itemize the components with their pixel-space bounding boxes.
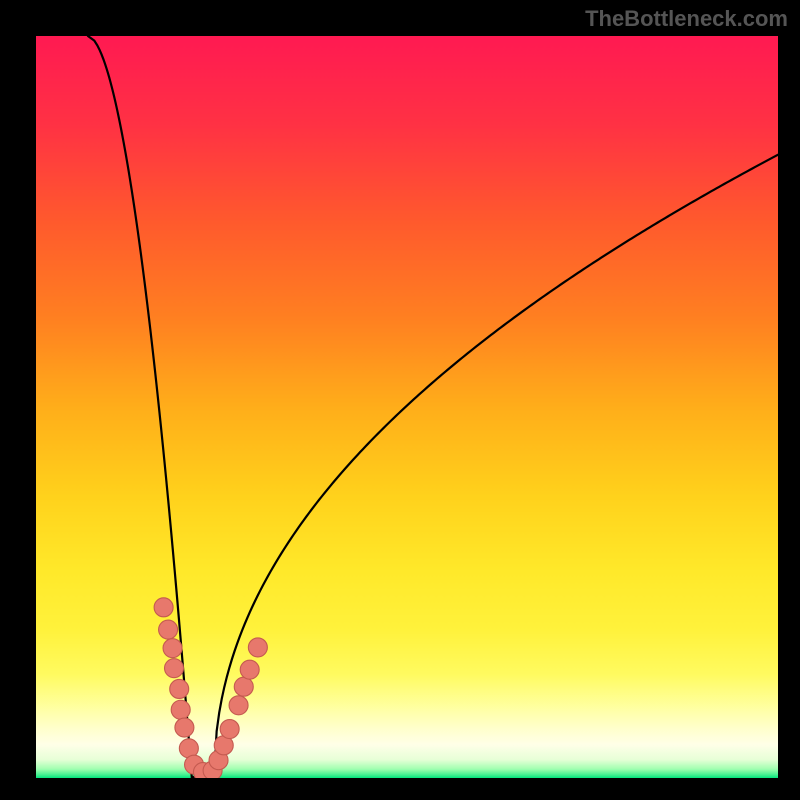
data-marker xyxy=(170,679,189,698)
data-marker xyxy=(220,720,239,739)
data-marker xyxy=(165,659,184,678)
data-marker xyxy=(171,700,190,719)
data-marker xyxy=(229,696,248,715)
data-marker xyxy=(240,660,259,679)
data-marker xyxy=(234,677,253,696)
data-marker xyxy=(154,598,173,617)
data-marker xyxy=(163,639,182,658)
bottleneck-curve xyxy=(88,36,778,778)
plot-area xyxy=(36,36,778,778)
data-marker xyxy=(159,620,178,639)
watermark-text: TheBottleneck.com xyxy=(585,6,788,32)
data-marker xyxy=(175,718,194,737)
chart-container: TheBottleneck.com xyxy=(0,0,800,800)
data-marker xyxy=(248,638,267,657)
curve-overlay xyxy=(36,36,778,778)
